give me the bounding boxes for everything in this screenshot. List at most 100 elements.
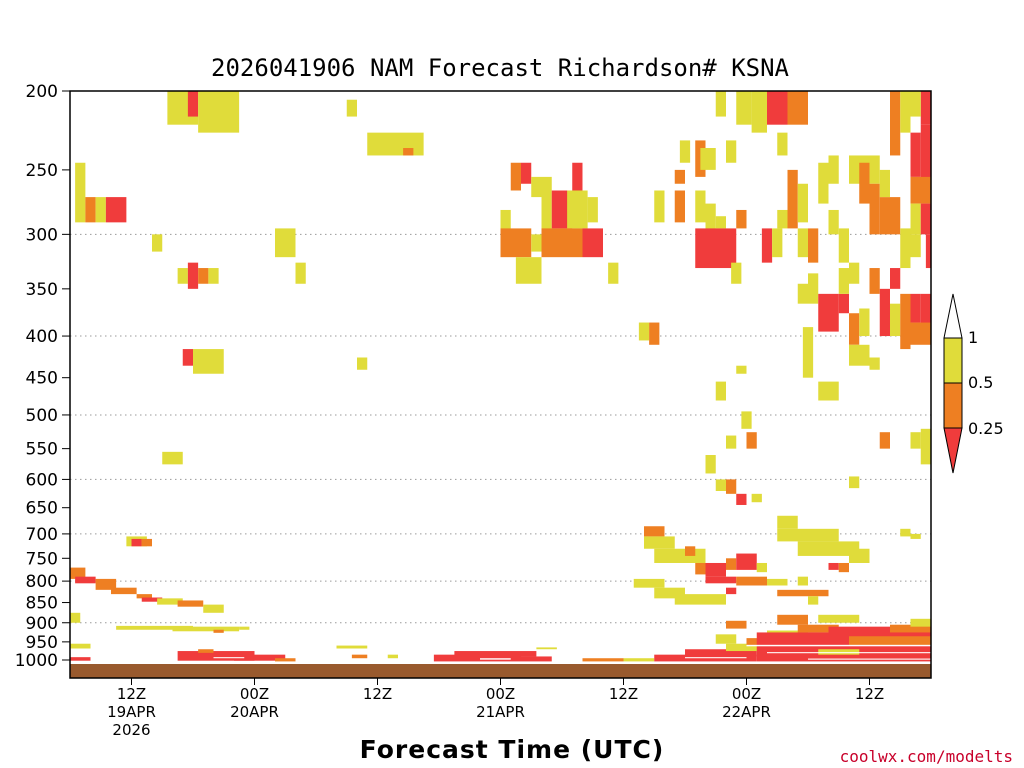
heat-cell (700, 148, 716, 170)
x-tick-label: 00Z (732, 685, 761, 703)
heat-cell (818, 162, 829, 204)
y-tick-label: 200 (26, 82, 58, 102)
heat-cell (213, 629, 224, 633)
heat-cell (70, 643, 91, 649)
heat-cell (900, 293, 911, 350)
heat-cell (403, 148, 414, 156)
heat-cell (726, 140, 737, 163)
heat-cell (162, 451, 183, 465)
y-tick-label: 250 (26, 161, 58, 181)
heat-cell (715, 381, 726, 401)
heat-cell (746, 432, 757, 449)
heat-cell (910, 322, 931, 345)
heat-cell (715, 91, 726, 117)
heat-cell (818, 293, 839, 332)
heat-cell (890, 91, 901, 156)
heat-cell (582, 658, 624, 662)
x-tick-label: 00Z (240, 685, 269, 703)
heat-cell (705, 576, 737, 584)
y-tick-label: 850 (26, 594, 58, 614)
heat-cell (900, 91, 911, 133)
heat-cell (777, 528, 839, 542)
heat-cell (346, 99, 357, 117)
heat-cell (116, 625, 193, 630)
heat-cell (198, 268, 209, 284)
heat-cell (879, 169, 890, 198)
colorbar-label: 0.5 (968, 373, 993, 392)
heat-cell (644, 536, 675, 549)
heat-cell (879, 288, 890, 337)
heat-cell (797, 228, 808, 258)
heat-gap (767, 652, 931, 654)
heat-cell (70, 612, 81, 623)
heat-cell (193, 349, 224, 374)
heat-cell (818, 649, 860, 655)
heat-cell (141, 538, 152, 547)
heat-cell (828, 209, 839, 235)
heat-cell (736, 209, 747, 229)
heat-gap (213, 657, 245, 659)
heat-cell (531, 176, 542, 198)
y-tick-label: 950 (26, 633, 58, 653)
heat-cell (454, 651, 537, 657)
heat-cell (715, 634, 737, 644)
heat-cell (910, 91, 921, 117)
heat-cell (336, 645, 368, 649)
heat-cell (736, 576, 767, 586)
heat-cell (777, 515, 798, 529)
heat-cell (172, 626, 240, 632)
heat-cell (623, 658, 655, 662)
heat-cell (797, 576, 808, 586)
x-tick-label: 12Z (363, 685, 392, 703)
heat-cell (900, 528, 911, 537)
x-tick-label: 21APR (476, 703, 525, 721)
heat-cell (920, 428, 931, 465)
y-tick-label: 650 (26, 499, 58, 519)
x-tick-label: 12Z (609, 685, 638, 703)
y-tick-label: 450 (26, 369, 58, 389)
heat-cell (849, 548, 870, 563)
heat-cell (818, 381, 839, 401)
heat-cell (187, 262, 199, 289)
heat-cell (695, 228, 737, 269)
heat-cell (70, 567, 86, 579)
heat-cell (910, 533, 921, 539)
heat-cell (654, 548, 706, 563)
heat-cell (705, 455, 716, 474)
heat-cell (685, 546, 696, 556)
heat-cell (910, 176, 931, 204)
heat-cell (910, 132, 921, 177)
heat-cell (751, 493, 762, 503)
heat-cell (177, 268, 188, 284)
colorbar-label: 1 (968, 328, 978, 347)
heat-cell (849, 344, 870, 366)
x-tick-label: 19APR (107, 703, 156, 721)
heat-cell (731, 262, 742, 284)
heat-cell (715, 479, 726, 491)
heat-cell (387, 654, 398, 659)
heat-cell (541, 176, 552, 235)
heat-cell (510, 162, 521, 191)
heat-cell (890, 268, 901, 289)
heat-cell (152, 234, 163, 252)
plot-frame (69, 90, 932, 679)
heat-gap (685, 657, 747, 659)
x-axis-label: Forecast Time (UTC) (360, 735, 665, 764)
heat-cell (531, 234, 542, 252)
heat-cell (500, 209, 511, 235)
heat-cell (736, 365, 747, 374)
heat-cell (95, 578, 117, 590)
heat-cell (275, 658, 296, 662)
y-axis: 200 250 300 350 400 450 500 550 600 650 700 750 8008… (15, 82, 70, 671)
colorbar-swatch (943, 382, 963, 429)
heat-cell (741, 411, 752, 429)
heat-cell (587, 197, 598, 223)
heat-cell (649, 322, 660, 345)
heat-cell (910, 293, 921, 323)
y-tick-label: 400 (26, 327, 58, 347)
heat-cell (367, 132, 424, 156)
heat-cell (910, 618, 931, 627)
heat-cell (638, 322, 650, 341)
